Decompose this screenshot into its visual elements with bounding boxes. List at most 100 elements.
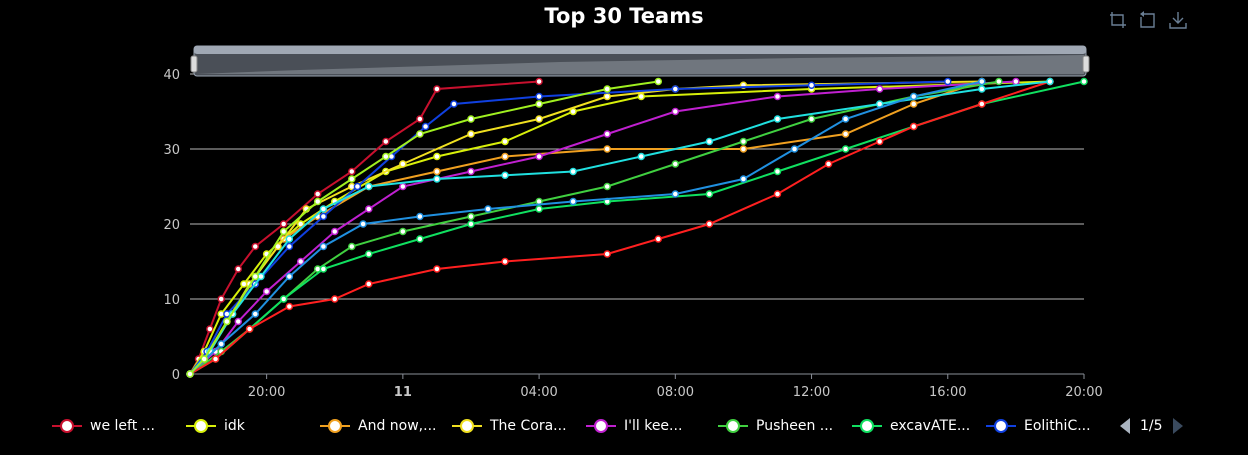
- data-point[interactable]: [313, 197, 322, 206]
- data-point[interactable]: [875, 85, 884, 93]
- data-point[interactable]: [739, 137, 748, 146]
- data-point[interactable]: [671, 190, 680, 198]
- data-point[interactable]: [909, 100, 918, 108]
- data-point[interactable]: [535, 100, 543, 108]
- data-point[interactable]: [245, 325, 254, 333]
- data-point[interactable]: [978, 85, 986, 93]
- data-point[interactable]: [841, 130, 850, 138]
- data-point[interactable]: [773, 92, 782, 101]
- data-point[interactable]: [399, 227, 407, 236]
- data-point[interactable]: [807, 115, 816, 123]
- slider-top-bar[interactable]: [194, 46, 1086, 54]
- data-point[interactable]: [535, 205, 543, 213]
- data-point[interactable]: [484, 205, 492, 213]
- data-point[interactable]: [319, 265, 328, 273]
- data-point[interactable]: [467, 167, 475, 176]
- data-point[interactable]: [285, 242, 294, 251]
- data-point[interactable]: [671, 160, 680, 168]
- data-point[interactable]: [206, 325, 214, 333]
- data-point[interactable]: [319, 212, 328, 221]
- data-point[interactable]: [251, 310, 260, 318]
- data-point[interactable]: [739, 145, 748, 153]
- data-point[interactable]: [1046, 77, 1054, 86]
- data-point[interactable]: [433, 265, 441, 273]
- data-point[interactable]: [279, 227, 288, 236]
- data-point[interactable]: [285, 272, 294, 281]
- data-point[interactable]: [909, 92, 918, 101]
- data-point[interactable]: [279, 220, 288, 228]
- data-point[interactable]: [234, 265, 242, 273]
- data-point[interactable]: [637, 92, 646, 101]
- data-point[interactable]: [223, 317, 231, 326]
- data-point[interactable]: [251, 272, 260, 281]
- data-point[interactable]: [654, 77, 663, 86]
- data-point[interactable]: [603, 250, 611, 258]
- series-line[interactable]: [186, 77, 952, 378]
- data-point[interactable]: [450, 100, 458, 108]
- data-point[interactable]: [824, 160, 833, 168]
- data-point[interactable]: [285, 235, 294, 243]
- data-point[interactable]: [365, 250, 373, 258]
- legend-item[interactable]: excavATE...: [852, 416, 970, 436]
- data-point[interactable]: [705, 220, 714, 228]
- data-point[interactable]: [467, 212, 475, 221]
- data-point[interactable]: [330, 227, 339, 236]
- data-point[interactable]: [365, 182, 373, 191]
- data-point[interactable]: [773, 167, 782, 176]
- data-point[interactable]: [319, 205, 328, 213]
- data-point[interactable]: [251, 242, 260, 251]
- data-point[interactable]: [348, 167, 356, 176]
- data-point[interactable]: [995, 77, 1003, 86]
- data-point[interactable]: [501, 171, 509, 179]
- data-point[interactable]: [416, 212, 424, 221]
- data-point[interactable]: [211, 355, 220, 363]
- data-point[interactable]: [353, 182, 362, 191]
- data-point[interactable]: [1080, 77, 1088, 86]
- data-point[interactable]: [262, 287, 271, 296]
- data-point[interactable]: [671, 85, 680, 93]
- series-line[interactable]: [186, 77, 663, 378]
- data-point[interactable]: [875, 137, 884, 146]
- data-point[interactable]: [416, 130, 424, 138]
- download-icon[interactable]: [1168, 10, 1188, 30]
- data-point[interactable]: [569, 197, 577, 206]
- data-point[interactable]: [978, 77, 986, 86]
- zoom-icon[interactable]: [1108, 10, 1128, 30]
- data-point[interactable]: [773, 190, 782, 198]
- data-point[interactable]: [330, 295, 339, 303]
- data-point[interactable]: [279, 295, 288, 303]
- data-point[interactable]: [382, 137, 390, 146]
- data-point[interactable]: [421, 122, 430, 131]
- series-line[interactable]: [186, 77, 1054, 378]
- legend-item[interactable]: Pusheen ...: [718, 416, 833, 436]
- series-line[interactable]: [186, 77, 986, 378]
- series-line[interactable]: [186, 77, 986, 378]
- data-point[interactable]: [296, 257, 305, 266]
- data-point[interactable]: [186, 370, 194, 378]
- legend-item[interactable]: idk: [186, 416, 245, 436]
- data-point[interactable]: [433, 152, 441, 161]
- data-point[interactable]: [603, 145, 611, 153]
- data-point[interactable]: [433, 85, 441, 93]
- data-point[interactable]: [773, 115, 782, 123]
- legend-item[interactable]: And now,...: [320, 416, 436, 436]
- data-point[interactable]: [467, 115, 475, 123]
- data-point[interactable]: [501, 257, 509, 266]
- data-point[interactable]: [1012, 77, 1020, 86]
- data-point[interactable]: [319, 242, 328, 251]
- data-point[interactable]: [535, 92, 543, 101]
- legend-item[interactable]: EolithiC...: [986, 416, 1091, 436]
- data-point[interactable]: [234, 317, 242, 326]
- data-point[interactable]: [399, 160, 407, 168]
- data-point[interactable]: [603, 92, 611, 101]
- series-line[interactable]: [186, 77, 543, 378]
- data-point[interactable]: [200, 355, 208, 363]
- data-point[interactable]: [501, 137, 509, 146]
- data-point[interactable]: [467, 130, 475, 138]
- data-point[interactable]: [603, 85, 611, 93]
- data-point[interactable]: [535, 77, 543, 86]
- data-point[interactable]: [217, 340, 225, 348]
- data-point[interactable]: [705, 137, 714, 146]
- data-point[interactable]: [671, 107, 680, 116]
- legend-prev-icon[interactable]: [1118, 416, 1132, 436]
